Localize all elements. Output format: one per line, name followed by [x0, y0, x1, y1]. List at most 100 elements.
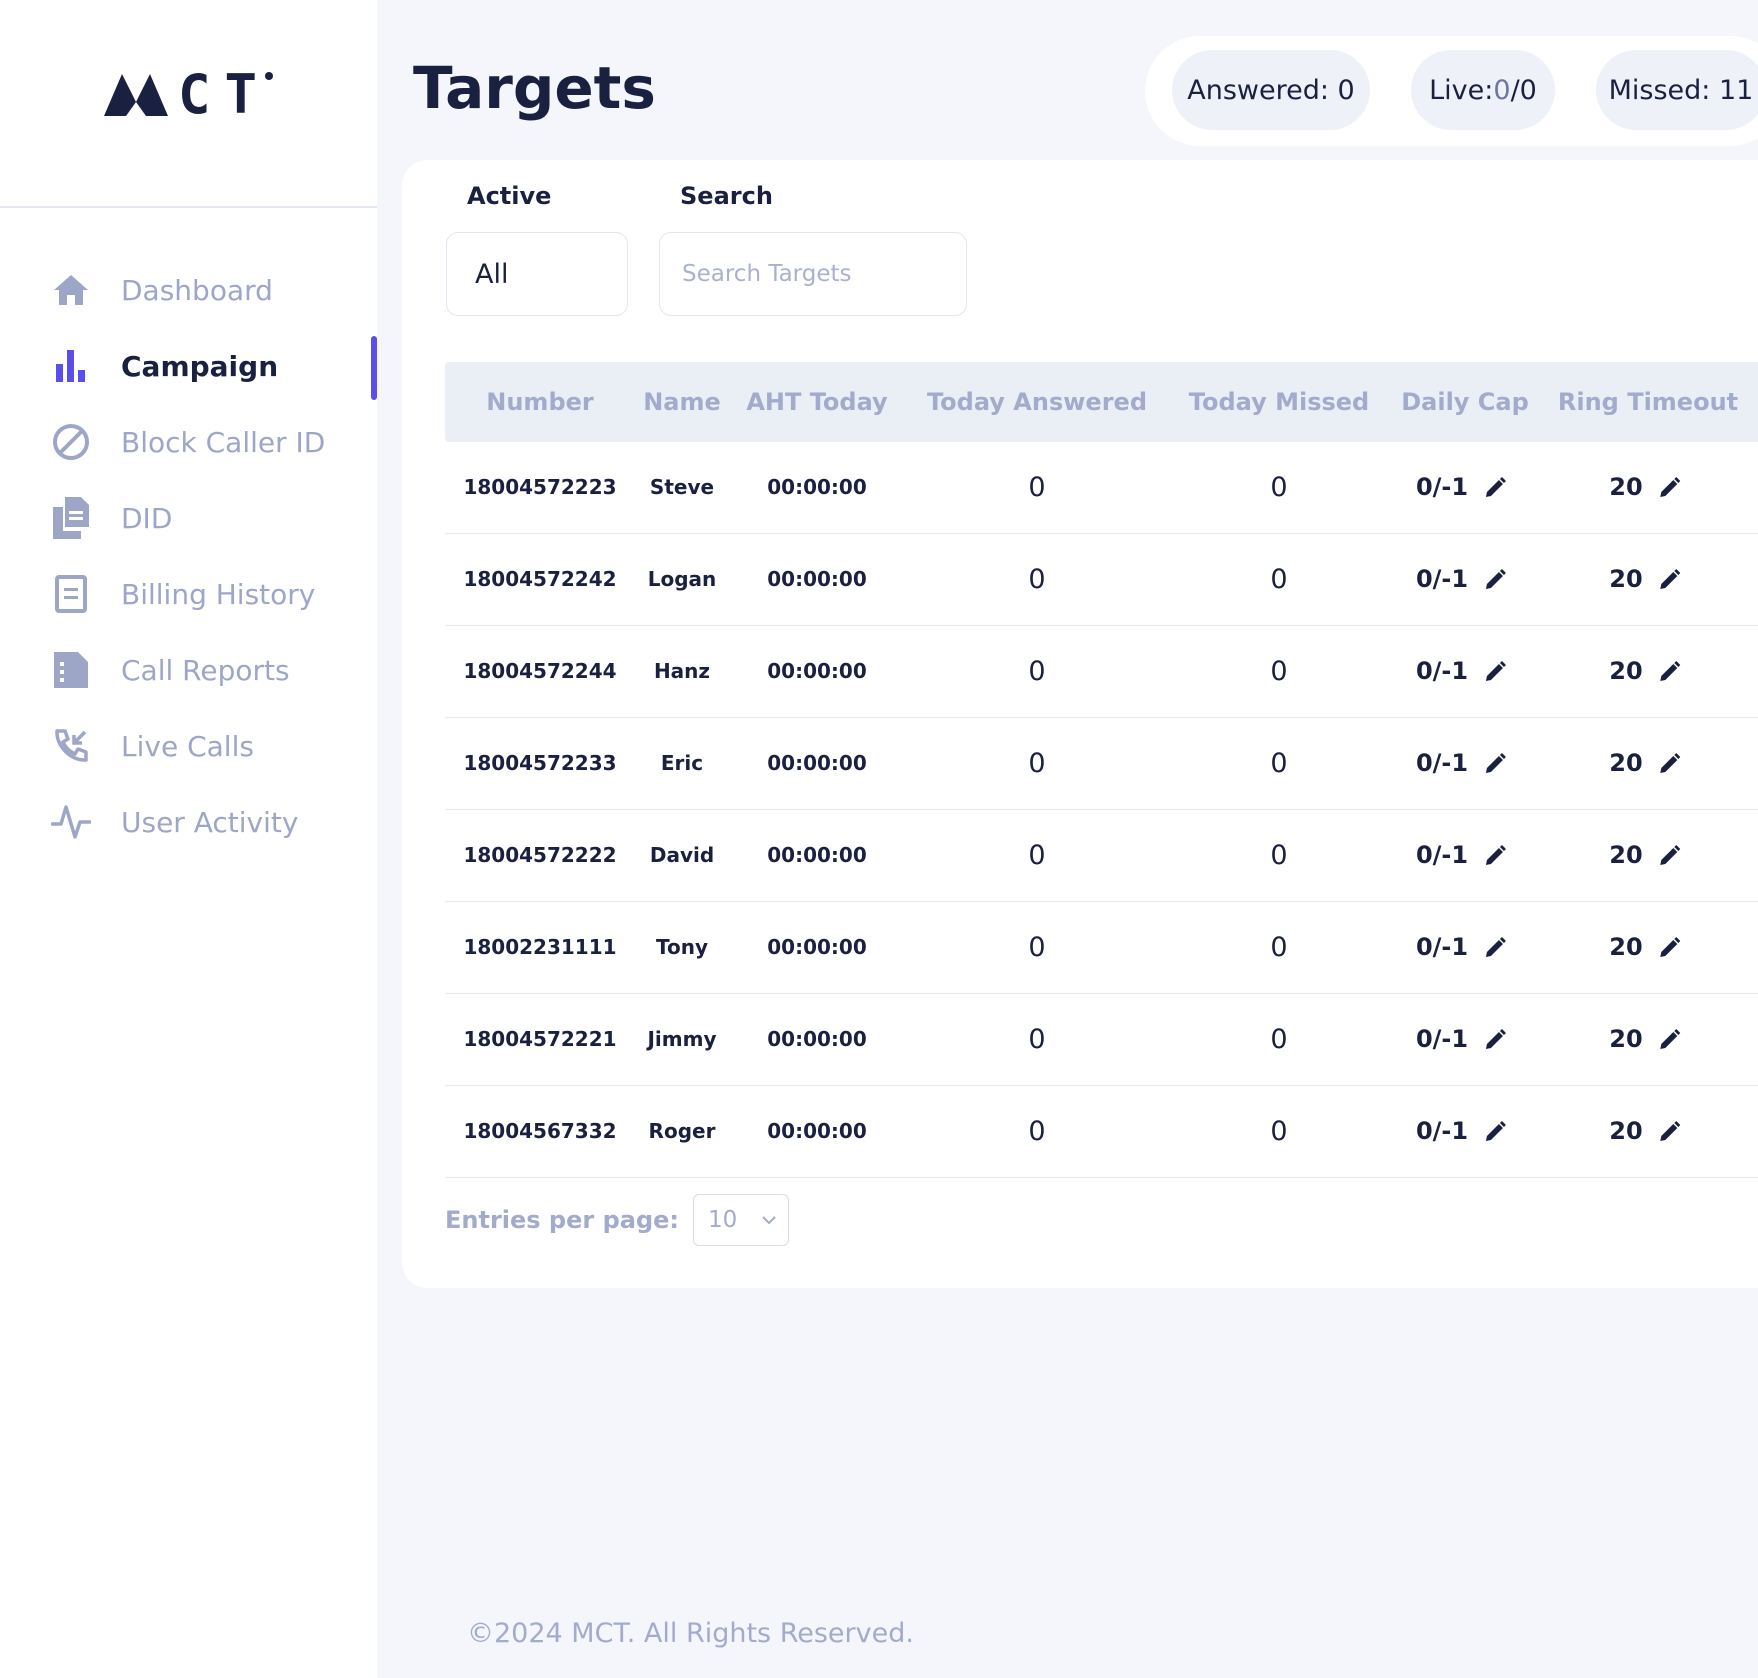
block-icon: [50, 421, 92, 463]
pagination: Entries per page: 10: [445, 1194, 790, 1246]
table-row: 18004567332 Roger 00:00:00 0 0 0/-1 20: [445, 1086, 1758, 1178]
ring-timeout-value: 20: [1609, 933, 1643, 961]
cell-aht-today: 00:00:00: [767, 567, 867, 591]
cell-ring-timeout: 20: [1609, 994, 1681, 1085]
daily-cap-value: 0/-1: [1415, 1025, 1469, 1053]
column-header-daily-cap[interactable]: Daily Cap: [1401, 388, 1529, 416]
sidebar-divider: [0, 206, 377, 208]
daily-cap-value: 0/-1: [1415, 841, 1469, 869]
sidebar-item-did[interactable]: DID: [0, 480, 377, 556]
answered-label: Answered:: [1187, 74, 1329, 106]
sidebar-item-block-caller-id[interactable]: Block Caller ID: [0, 404, 377, 480]
cell-today-answered: 0: [1028, 932, 1046, 963]
edit-daily-cap-icon[interactable]: [1484, 844, 1507, 867]
stats-bar: Answered: 0 Live: 0/0 Missed: 11: [1145, 36, 1758, 146]
cell-today-answered: 0: [1028, 656, 1046, 687]
entries-per-page-value: 10: [708, 1207, 738, 1233]
cell-daily-cap: 0/-1: [1415, 534, 1507, 625]
column-header-aht-today[interactable]: AHT Today: [746, 388, 888, 416]
cell-name: Logan: [647, 567, 717, 591]
ring-timeout-value: 20: [1609, 473, 1643, 501]
ring-timeout-value: 20: [1609, 565, 1643, 593]
sidebar: CT Dashboard Campaign Block Caller ID: [0, 0, 377, 1678]
cell-daily-cap: 0/-1: [1416, 442, 1507, 533]
table-row: 18004572223 Steve 00:00:00 0 0 0/-1 20: [445, 442, 1758, 534]
ring-timeout-value: 20: [1609, 657, 1643, 685]
cell-today-missed: 0: [1270, 656, 1288, 687]
cell-today-answered: 0: [1028, 1024, 1046, 1055]
edit-daily-cap-icon[interactable]: [1484, 936, 1507, 959]
sidebar-item-call-reports[interactable]: Call Reports: [0, 632, 377, 708]
edit-ring-timeout-icon[interactable]: [1659, 476, 1681, 499]
entries-per-page-select[interactable]: 10: [693, 1194, 790, 1246]
edit-ring-timeout-icon[interactable]: [1659, 660, 1681, 683]
cell-daily-cap: 0/-1: [1416, 718, 1507, 809]
edit-ring-timeout-icon[interactable]: [1659, 568, 1681, 591]
active-filter-select[interactable]: All: [446, 232, 628, 316]
receipt-icon: [50, 573, 92, 615]
edit-daily-cap-icon[interactable]: [1484, 1120, 1507, 1143]
cell-name: Roger: [648, 1119, 716, 1143]
edit-daily-cap-icon[interactable]: [1484, 476, 1507, 499]
cell-name: David: [649, 843, 715, 867]
cell-daily-cap: 0/-1: [1415, 810, 1507, 901]
cell-number: 18004572233: [463, 751, 617, 775]
cell-number: 18002231111: [463, 935, 617, 959]
sidebar-nav: Dashboard Campaign Block Caller ID DID: [0, 252, 377, 860]
cell-aht-today: 00:00:00: [767, 475, 867, 499]
sidebar-item-label: User Activity: [121, 805, 299, 839]
cell-name: Hanz: [653, 659, 711, 683]
cell-today-answered: 0: [1028, 748, 1046, 779]
search-label: Search: [680, 182, 773, 210]
active-filter-value: All: [475, 258, 509, 290]
page-title: Targets: [413, 54, 656, 122]
edit-ring-timeout-icon[interactable]: [1659, 936, 1681, 959]
ring-timeout-value: 20: [1609, 1025, 1643, 1053]
home-icon: [50, 269, 92, 311]
edit-ring-timeout-icon[interactable]: [1659, 752, 1681, 775]
cell-today-answered: 0: [1028, 564, 1046, 595]
cell-today-missed: 0: [1270, 840, 1288, 871]
search-input[interactable]: [659, 232, 967, 316]
daily-cap-value: 0/-1: [1415, 565, 1469, 593]
edit-ring-timeout-icon[interactable]: [1659, 1028, 1681, 1051]
cell-ring-timeout: 20: [1609, 442, 1681, 533]
sidebar-item-dashboard[interactable]: Dashboard: [0, 252, 377, 328]
cell-name: Steve: [649, 475, 715, 499]
cell-ring-timeout: 20: [1609, 626, 1681, 717]
sidebar-item-user-activity[interactable]: User Activity: [0, 784, 377, 860]
footer-copyright: ©2024 MCT. All Rights Reserved.: [467, 1618, 914, 1649]
cell-aht-today: 00:00:00: [767, 1027, 867, 1051]
edit-ring-timeout-icon[interactable]: [1659, 844, 1681, 867]
column-header-name[interactable]: Name: [643, 388, 721, 416]
cell-daily-cap: 0/-1: [1415, 994, 1507, 1085]
ring-timeout-value: 20: [1609, 841, 1643, 869]
cell-name: Jimmy: [647, 1027, 717, 1051]
sidebar-item-campaign[interactable]: Campaign: [0, 328, 377, 404]
missed-stat: Missed: 11: [1596, 50, 1758, 130]
logo[interactable]: CT: [104, 63, 274, 126]
edit-daily-cap-icon[interactable]: [1484, 1028, 1507, 1051]
active-indicator: [371, 336, 377, 400]
logo-dot: [265, 72, 274, 80]
edit-daily-cap-icon[interactable]: [1484, 660, 1507, 683]
edit-ring-timeout-icon[interactable]: [1659, 1120, 1681, 1143]
activity-icon: [50, 801, 92, 843]
logo-text: CT: [178, 63, 272, 126]
sidebar-item-label: Dashboard: [121, 273, 273, 307]
cell-name: Tony: [655, 935, 709, 959]
daily-cap-value: 0/-1: [1415, 657, 1469, 685]
column-header-today-answered[interactable]: Today Answered: [927, 388, 1147, 416]
column-header-number[interactable]: Number: [486, 388, 594, 416]
active-filter-label: Active: [467, 182, 552, 210]
sidebar-item-live-calls[interactable]: Live Calls: [0, 708, 377, 784]
live-stat: Live: 0/0: [1411, 50, 1555, 130]
edit-daily-cap-icon[interactable]: [1484, 568, 1507, 591]
column-header-today-missed[interactable]: Today Missed: [1188, 388, 1370, 416]
answered-stat: Answered: 0: [1172, 50, 1370, 130]
sidebar-item-billing-history[interactable]: Billing History: [0, 556, 377, 632]
cell-ring-timeout: 20: [1609, 902, 1681, 993]
documents-icon: [50, 497, 92, 539]
edit-daily-cap-icon[interactable]: [1484, 752, 1507, 775]
column-header-ring-timeout[interactable]: Ring Timeout: [1557, 388, 1739, 416]
